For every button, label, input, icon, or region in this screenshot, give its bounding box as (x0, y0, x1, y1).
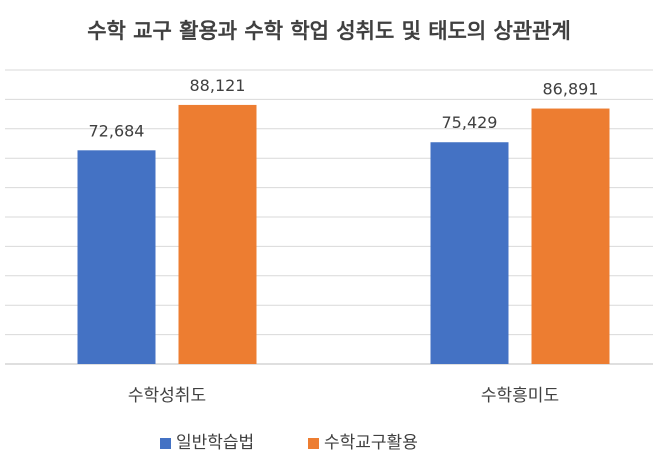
legend-swatch (308, 438, 319, 449)
x-axis: 수학성취도 수학흥미도 (128, 386, 559, 406)
legend-swatch (160, 438, 171, 449)
bars (77, 104, 610, 365)
data-label: 88,121 (190, 76, 246, 95)
bar (531, 108, 610, 364)
legend-item[interactable]: 일반학습법 (160, 433, 254, 453)
bar (430, 142, 509, 364)
legend-item[interactable]: 수학교구활용 (308, 433, 418, 453)
legend-label: 수학교구활용 (324, 433, 418, 453)
data-label: 86,891 (543, 80, 599, 99)
x-tick-label: 수학흥미도 (481, 386, 559, 406)
bar (178, 104, 257, 365)
legend[interactable]: 일반학습법 수학교구활용 (160, 433, 418, 453)
legend-label: 일반학습법 (176, 433, 254, 453)
bar (77, 150, 156, 364)
data-labels: 72,684 88,121 75,429 86,891 (89, 76, 599, 140)
data-label: 75,429 (442, 113, 498, 132)
data-label: 72,684 (89, 121, 145, 140)
x-tick-label: 수학성취도 (128, 386, 206, 406)
chart-title: 수학 교구 활용과 수학 학업 성취도 및 태도의 상관관계 (87, 19, 571, 43)
